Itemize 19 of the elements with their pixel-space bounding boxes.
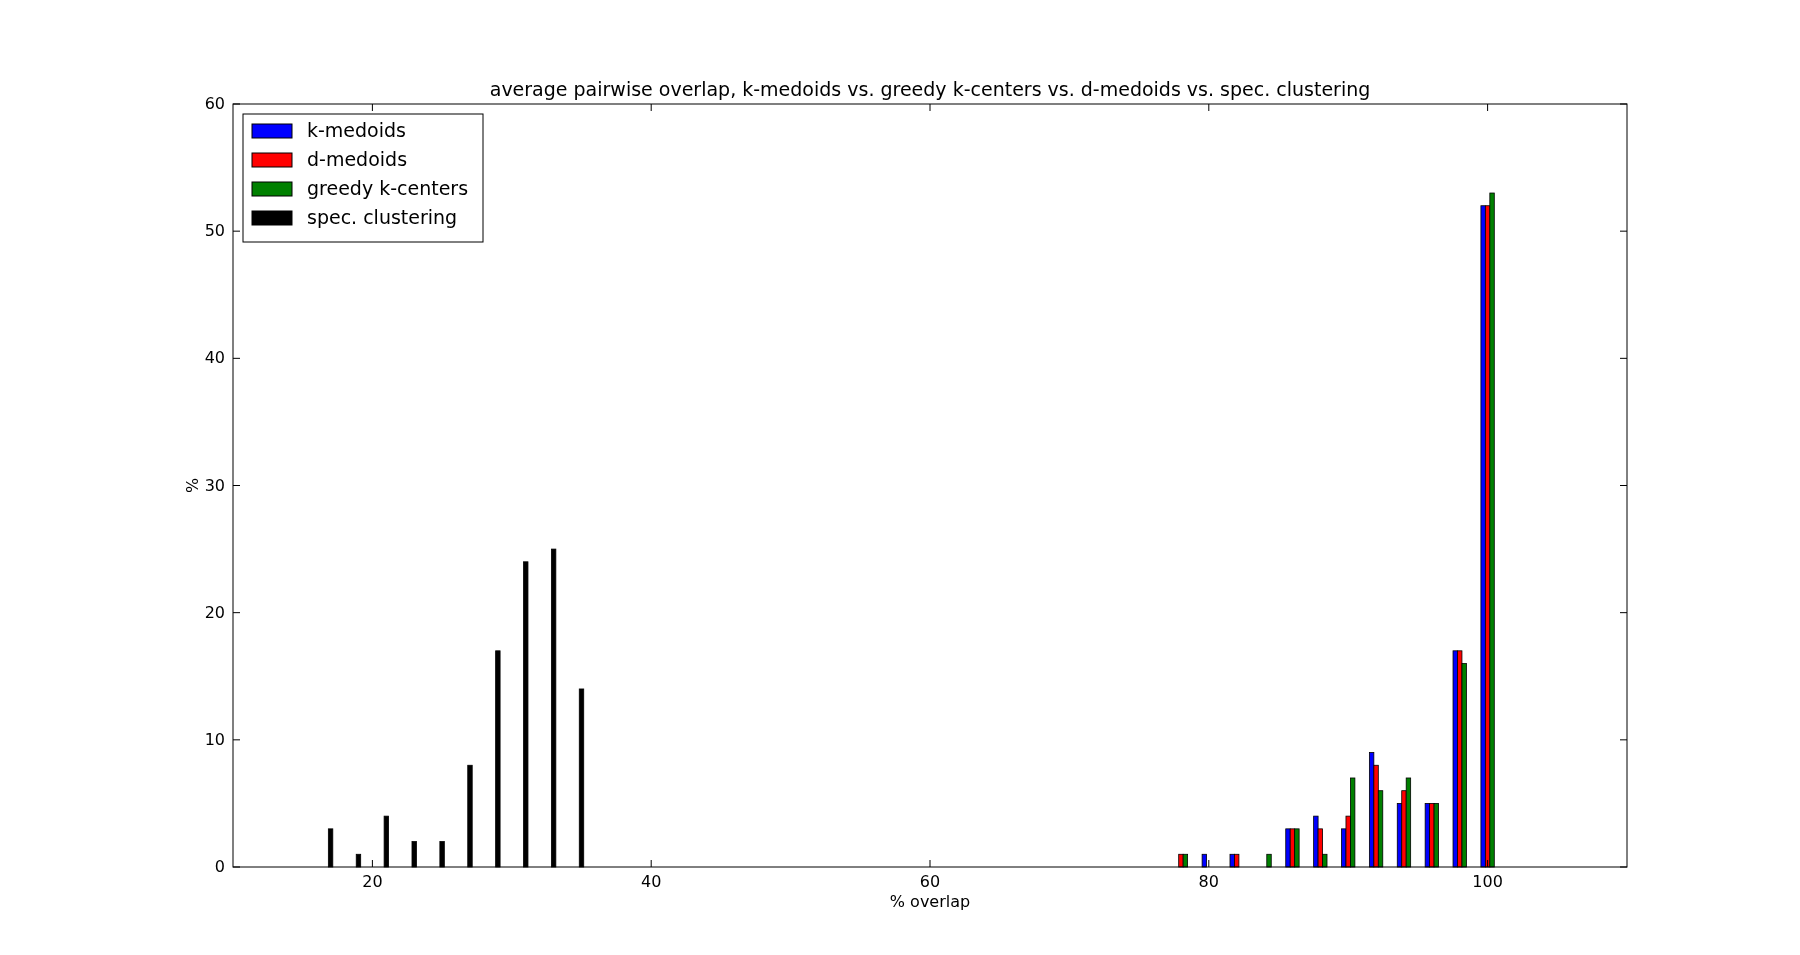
x-tick-label: 20 (362, 872, 383, 891)
x-tick-label: 40 (641, 872, 662, 891)
y-tick-label: 20 (204, 602, 225, 622)
y-tick-label: 50 (204, 221, 225, 241)
x-tick-label: 60 (919, 872, 941, 891)
legend-label: spec. clustering (307, 206, 458, 228)
y-tick-label: 0 (214, 857, 225, 876)
y-tick-label: 30 (204, 475, 225, 495)
y-axis-title: % (183, 477, 202, 494)
x-axis-title: % overlap (889, 892, 971, 911)
chart-title: average pairwise overlap, k-medoids vs. greedy k-centers vs. d-medoids vs. spec. clustering (489, 78, 1371, 100)
x-tick-label: 80 (1198, 872, 1219, 891)
x-tick-label: 100 (1472, 872, 1503, 891)
legend-label: d-medoids (307, 148, 408, 170)
legend-label: k-medoids (307, 119, 406, 141)
y-tick-label: 60 (204, 94, 225, 113)
legend-label: greedy k-centers (307, 177, 469, 199)
y-tick-label: 10 (204, 729, 225, 749)
y-tick-label: 40 (204, 348, 225, 368)
